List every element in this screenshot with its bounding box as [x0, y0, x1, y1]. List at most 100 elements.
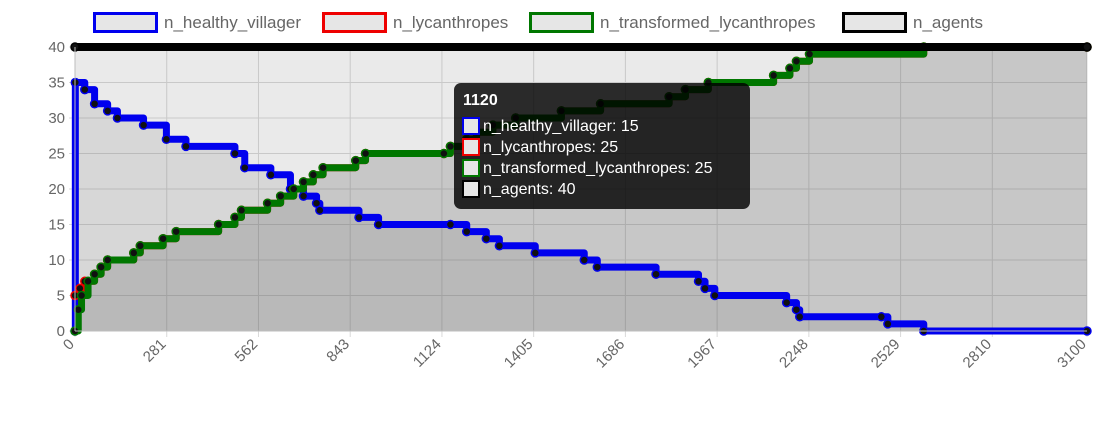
legend: n_healthy_villager n_lycanthropes n_transf…	[93, 12, 983, 33]
legend-swatch-n_lycanthropes	[322, 12, 387, 33]
point-n_transformed_lycanthropes	[89, 269, 100, 279]
point-n_transformed_lycanthropes	[445, 141, 456, 152]
point-n_transformed_lycanthropes	[275, 191, 286, 201]
point-n_healthy_villager	[230, 148, 240, 159]
point-n_healthy_villager	[266, 170, 276, 180]
point-n_transformed_lycanthropes	[135, 241, 146, 251]
point-n_healthy_villager	[651, 269, 661, 279]
x-tick-label: 281	[140, 336, 170, 366]
x-tick-label: 1967	[684, 336, 720, 372]
tooltip-swatch	[462, 138, 480, 156]
point-n_transformed_lycanthropes	[236, 205, 247, 216]
point-n_transformed_lycanthropes	[158, 233, 168, 244]
x-tick-label: 2529	[868, 336, 904, 372]
point-n_healthy_villager	[354, 212, 364, 223]
point-n_healthy_villager	[883, 319, 893, 329]
point-n_healthy_villager	[161, 134, 172, 145]
tooltip: 1120 n_healthy_villager: 15 n_lycanthropes…	[454, 83, 750, 209]
x-tick-label: 843	[323, 336, 353, 366]
point-n_transformed_lycanthropes	[230, 212, 240, 223]
point-n_healthy_villager	[494, 241, 505, 251]
point-n_healthy_villager	[710, 290, 720, 301]
legend-swatch-n_transformed_lycanthropes	[529, 12, 594, 33]
legend-label-n_lycanthropes: n_lycanthropes	[393, 13, 508, 32]
tooltip-item-label: n_healthy_villager: 15	[483, 118, 639, 135]
point-n_healthy_villager	[461, 226, 472, 237]
point-n_transformed_lycanthropes	[360, 148, 371, 159]
tooltip-swatch	[462, 117, 480, 135]
tooltip-title: 1120	[463, 92, 498, 109]
point-n_healthy_villager	[181, 141, 191, 152]
tooltip-swatch	[462, 180, 480, 198]
legend-label-n_agents: n_agents	[913, 13, 983, 32]
point-n_healthy_villager	[876, 312, 887, 322]
x-tick-label: 2248	[776, 336, 812, 372]
point-n_healthy_villager	[781, 297, 792, 308]
tooltip-item-label: n_agents: 40	[483, 181, 576, 198]
point-n_transformed_lycanthropes	[129, 248, 139, 258]
point-n_transformed_lycanthropes	[785, 63, 795, 74]
y-tick-label: 30	[48, 110, 65, 127]
point-n_transformed_lycanthropes	[171, 226, 181, 237]
legend-swatch-n_agents	[842, 12, 907, 33]
y-tick-label: 5	[57, 288, 65, 305]
point-n_transformed_lycanthropes	[96, 262, 106, 272]
point-n_transformed_lycanthropes	[298, 177, 309, 187]
y-tick-label: 25	[48, 146, 65, 163]
tooltip-item-label: n_transformed_lycanthropes: 25	[483, 160, 713, 177]
y-tick-label: 10	[48, 252, 65, 269]
point-n_agents	[1082, 42, 1092, 52]
point-n_transformed_lycanthropes	[804, 49, 815, 59]
point-n_healthy_villager	[445, 219, 456, 230]
point-n_healthy_villager	[315, 205, 325, 216]
point-n_healthy_villager	[700, 283, 710, 294]
point-n_transformed_lycanthropes	[288, 184, 299, 194]
point-n_healthy_villager	[481, 233, 492, 244]
point-n_healthy_villager	[138, 120, 149, 130]
point-n_healthy_villager	[112, 113, 123, 123]
tooltip-box	[454, 83, 750, 209]
y-tick-label: 40	[48, 39, 65, 56]
point-n_healthy_villager	[240, 162, 250, 173]
point-n_healthy_villager	[592, 262, 603, 272]
point-n_transformed_lycanthropes	[262, 198, 273, 208]
point-n_transformed_lycanthropes	[768, 70, 779, 81]
y-tick-label: 20	[48, 181, 65, 198]
point-n_transformed_lycanthropes	[73, 304, 84, 315]
point-n_healthy_villager	[530, 248, 541, 258]
legend-label-n_healthy_villager: n_healthy_villager	[164, 13, 301, 32]
y-tick-label: 15	[48, 217, 65, 234]
x-tick-label: 1686	[593, 336, 629, 372]
point-n_healthy_villager	[89, 99, 100, 109]
x-tick-label: 1124	[410, 336, 445, 371]
legend-label-n_transformed_lycanthropes: n_transformed_lycanthropes	[600, 13, 815, 32]
y-tick-label: 0	[57, 323, 65, 340]
point-n_transformed_lycanthropes	[83, 276, 93, 287]
point-n_healthy_villager	[373, 219, 384, 230]
x-tick-label: 2810	[960, 336, 996, 372]
point-n_transformed_lycanthropes	[102, 255, 113, 265]
point-n_transformed_lycanthropes	[213, 219, 224, 230]
point-n_transformed_lycanthropes	[318, 162, 328, 173]
area-n_healthy_villager	[75, 82, 1087, 331]
point-n_healthy_villager	[693, 276, 704, 287]
y-tick-label: 35	[48, 75, 65, 92]
point-n_transformed_lycanthropes	[439, 148, 449, 159]
point-n_healthy_villager	[794, 312, 805, 322]
point-n_transformed_lycanthropes	[791, 56, 802, 66]
x-tick-label: 0	[60, 336, 78, 354]
point-n_healthy_villager	[298, 191, 309, 201]
x-tick-label: 3100	[1054, 336, 1090, 372]
legend-swatch-n_healthy_villager	[93, 12, 158, 33]
x-tick-label: 562	[232, 336, 262, 366]
tooltip-item-label: n_lycanthropes: 25	[483, 139, 618, 156]
x-tick-label: 1405	[501, 336, 537, 372]
tooltip-swatch	[462, 159, 480, 177]
point-n_healthy_villager	[80, 84, 90, 95]
point-n_transformed_lycanthropes	[350, 155, 361, 166]
point-n_transformed_lycanthropes	[308, 170, 319, 180]
point-n_transformed_lycanthropes	[76, 290, 87, 301]
point-n_healthy_villager	[579, 255, 590, 265]
point-n_healthy_villager	[102, 106, 113, 116]
